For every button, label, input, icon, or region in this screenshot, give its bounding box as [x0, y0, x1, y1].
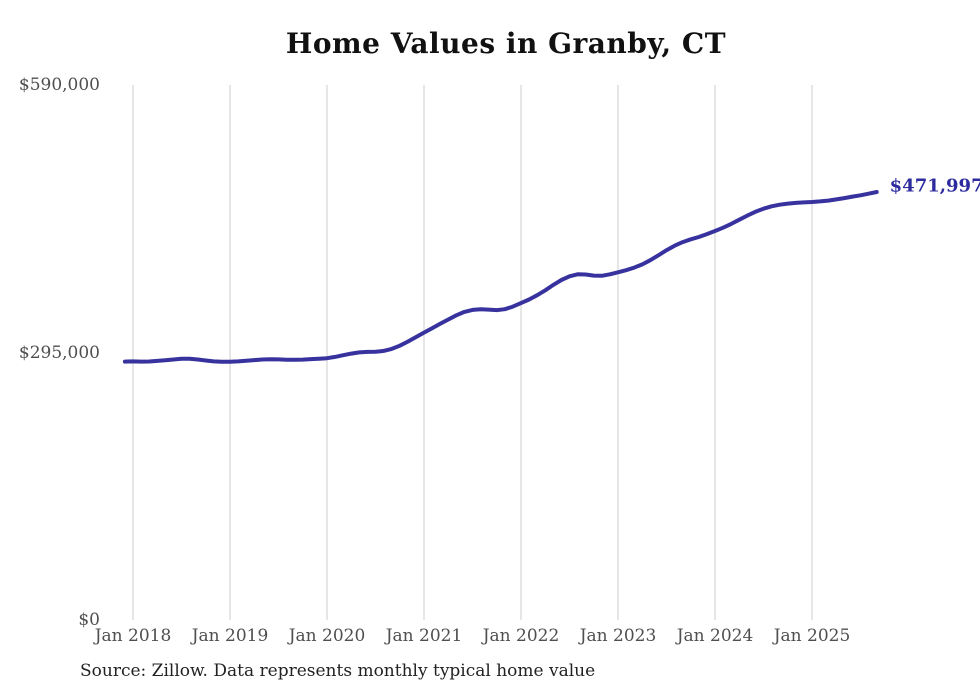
y-tick-label: $0	[78, 610, 100, 630]
x-tick-label: Jan 2023	[579, 626, 657, 646]
y-tick-label: $590,000	[18, 75, 100, 95]
end-value-label: $471,997	[889, 175, 980, 197]
x-tick-label: Jan 2021	[385, 626, 463, 646]
x-tick-label: Jan 2018	[94, 626, 172, 646]
x-tick-label: Jan 2019	[191, 626, 269, 646]
y-tick-label: $295,000	[18, 342, 100, 363]
x-tick-label: Jan 2024	[676, 626, 754, 646]
x-tick-label: Jan 2025	[773, 626, 851, 646]
x-tick-label: Jan 2022	[482, 626, 560, 646]
gridlines	[132, 85, 813, 620]
chart-title: Home Values in Granby, CT	[285, 27, 727, 60]
source-note: Source: Zillow. Data represents monthly …	[80, 661, 596, 681]
x-tick-label: Jan 2020	[288, 626, 366, 646]
home-value-line	[122, 190, 879, 364]
